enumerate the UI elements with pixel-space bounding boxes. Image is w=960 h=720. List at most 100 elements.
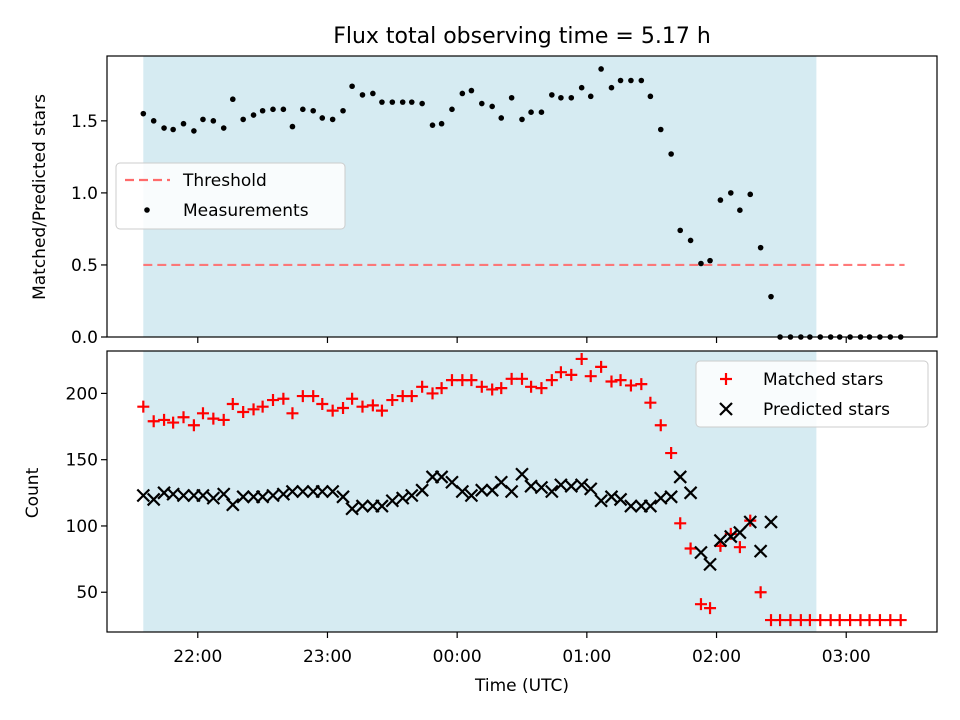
top-x-ticks bbox=[197, 337, 847, 343]
predicted-stars-points bbox=[136, 467, 778, 572]
predicted-star-point bbox=[285, 484, 300, 499]
measurement-point bbox=[489, 103, 495, 110]
predicted-star-point bbox=[315, 484, 330, 499]
predicted-star-point bbox=[375, 499, 389, 513]
measurement-point bbox=[498, 115, 505, 121]
measurement-point bbox=[608, 84, 615, 91]
matched-star-point bbox=[435, 382, 448, 395]
legend-threshold-label: Threshold bbox=[182, 171, 267, 191]
matched-star-point bbox=[445, 374, 458, 387]
measurement-point bbox=[549, 92, 555, 98]
bottom-x-ticks: 22:00 23:00 00:00 01:00 02:00 03:00 bbox=[173, 632, 871, 667]
matched-star-point bbox=[426, 387, 439, 400]
predicted-star-point bbox=[296, 484, 310, 499]
measurement-point bbox=[628, 77, 634, 84]
predicted-star-point bbox=[355, 499, 370, 513]
y-tick-label: 50 bbox=[76, 583, 98, 603]
matched-star-point bbox=[535, 382, 548, 395]
measurement-point bbox=[647, 93, 654, 100]
chart-title: Flux total observing time = 5.17 h bbox=[333, 24, 711, 49]
measurement-point bbox=[140, 110, 147, 117]
measurement-point bbox=[568, 94, 575, 101]
predicted-star-point bbox=[594, 494, 608, 508]
measurement-point bbox=[478, 100, 485, 107]
measurement-point bbox=[310, 107, 317, 114]
predicted-star-point bbox=[415, 483, 429, 497]
legend-measurements-swatch bbox=[144, 207, 150, 213]
matched-star-point bbox=[803, 614, 816, 627]
predicted-star-point bbox=[694, 545, 708, 560]
y-tick-label: 0.0 bbox=[71, 328, 98, 348]
x-axis-label: Time (UTC) bbox=[474, 676, 569, 696]
legend-matched-label: Matched stars bbox=[763, 370, 883, 390]
measurement-point bbox=[449, 106, 455, 113]
measurement-point bbox=[668, 151, 674, 157]
matched-star-point bbox=[167, 416, 180, 429]
matched-star-point bbox=[405, 390, 418, 403]
measurement-point bbox=[220, 125, 227, 131]
matched-star-point bbox=[237, 405, 250, 418]
legend-measurements-label: Measurements bbox=[183, 201, 309, 221]
matched-star-point bbox=[366, 399, 379, 412]
matched-star-point bbox=[614, 374, 627, 387]
measurement-point bbox=[538, 109, 545, 115]
top-axes-frame bbox=[106, 55, 938, 338]
matched-star-point bbox=[247, 403, 260, 416]
matched-star-point bbox=[863, 614, 876, 627]
matched-star-point bbox=[565, 368, 578, 381]
matched-star-point bbox=[844, 614, 857, 627]
measurement-point bbox=[359, 92, 366, 98]
measurement-point bbox=[528, 109, 534, 115]
bottom-y-label: Count bbox=[23, 467, 43, 518]
matched-star-point bbox=[584, 370, 597, 383]
measurement-point bbox=[180, 120, 187, 127]
predicted-star-point bbox=[455, 484, 470, 499]
matched-star-point bbox=[286, 407, 299, 420]
matched-star-point bbox=[375, 404, 388, 417]
matched-star-point bbox=[187, 419, 200, 432]
top-y-ticks: 0.0 0.5 1.0 1.5 bbox=[71, 112, 107, 348]
matched-star-point bbox=[256, 400, 269, 413]
measurement-point bbox=[229, 96, 236, 103]
measurement-point bbox=[747, 191, 754, 198]
top-y-label: Matched/Predicted stars bbox=[30, 94, 50, 300]
predicted-star-point bbox=[395, 491, 410, 505]
predicted-star-point bbox=[643, 499, 658, 513]
matched-star-point bbox=[545, 374, 558, 387]
measurement-point bbox=[617, 77, 624, 84]
top-legend-box bbox=[115, 162, 346, 230]
matched-star-point bbox=[754, 586, 767, 599]
predicted-star-point bbox=[604, 490, 619, 504]
x-tick-label: 01:00 bbox=[562, 647, 611, 667]
predicted-star-point bbox=[743, 515, 758, 529]
matched-star-point bbox=[196, 407, 209, 420]
y-tick-label: 100 bbox=[66, 517, 98, 537]
matched-star-point bbox=[665, 447, 678, 460]
measurement-point bbox=[170, 126, 176, 133]
measurement-point bbox=[707, 257, 713, 264]
matched-star-point bbox=[635, 378, 648, 391]
predicted-star-point bbox=[733, 525, 747, 540]
measurement-point bbox=[349, 83, 355, 90]
y-tick-label: 0.5 bbox=[71, 256, 98, 276]
measurement-point bbox=[150, 118, 157, 124]
measurement-point bbox=[468, 87, 475, 94]
measurement-point bbox=[459, 90, 466, 97]
measurement-point bbox=[768, 293, 774, 300]
legend-predicted-label: Predicted stars bbox=[763, 400, 890, 420]
measurement-point bbox=[210, 118, 217, 124]
matched-star-point bbox=[158, 413, 171, 426]
x-tick-label: 00:00 bbox=[433, 647, 482, 667]
measurement-point bbox=[687, 237, 694, 244]
y-tick-label: 1.5 bbox=[71, 112, 98, 132]
matched-star-point bbox=[207, 412, 220, 425]
bottom-legend-box bbox=[695, 360, 929, 428]
predicted-star-point bbox=[683, 486, 698, 500]
predicted-star-point bbox=[764, 515, 778, 529]
measurement-point bbox=[598, 66, 604, 72]
measurement-point bbox=[161, 125, 167, 131]
measurement-point bbox=[508, 94, 515, 101]
matched-star-point bbox=[774, 614, 787, 627]
matched-star-point bbox=[177, 411, 190, 424]
measurement-point bbox=[191, 128, 197, 134]
